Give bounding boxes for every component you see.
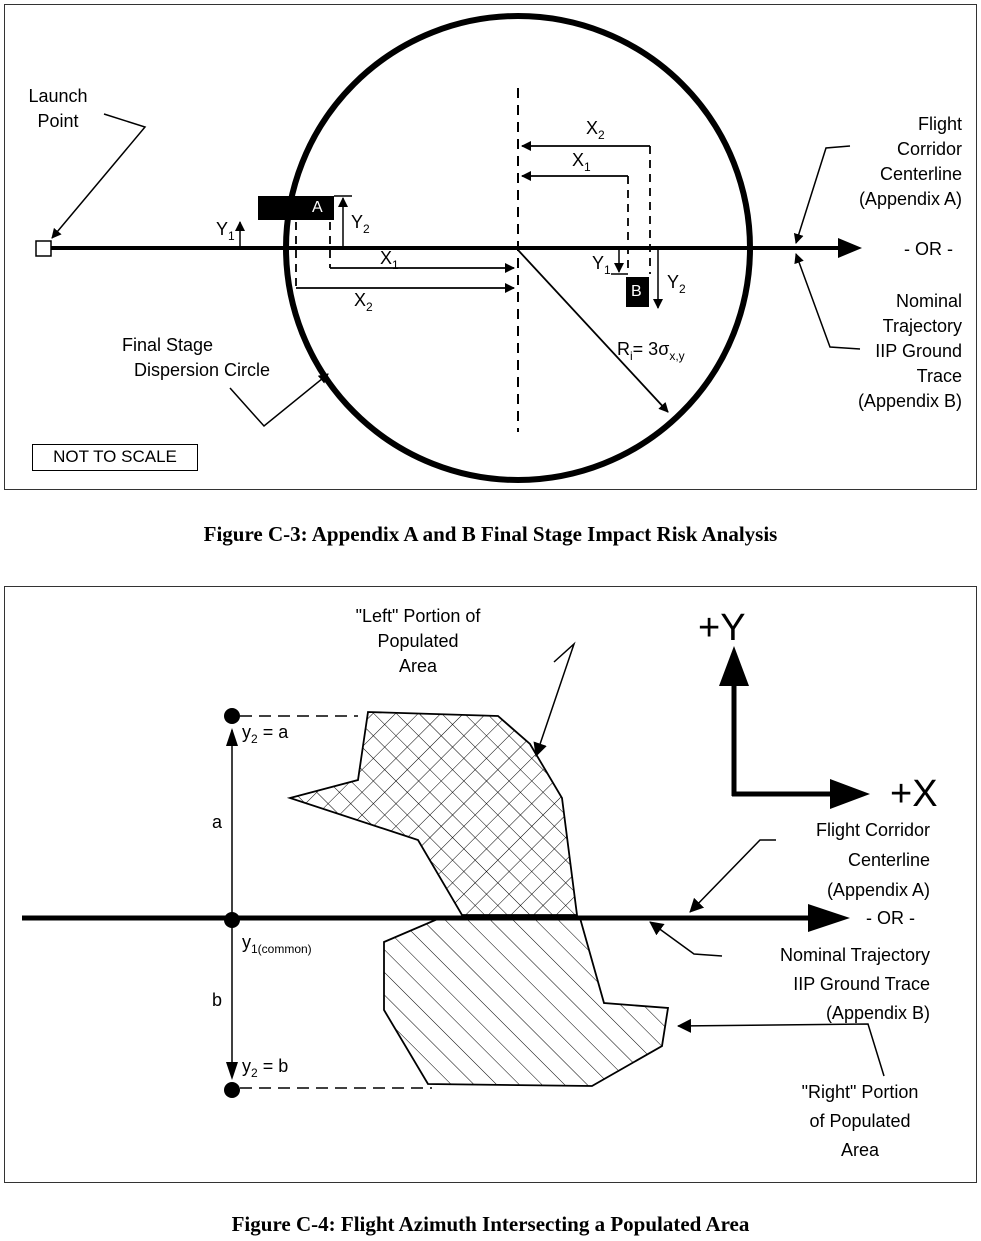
y1-common-dot	[224, 912, 240, 928]
area-b-label: B	[631, 283, 642, 300]
a-y1-label: Y1	[216, 219, 235, 243]
a-distance-label: a	[212, 812, 223, 832]
area-a-label: A	[312, 199, 323, 216]
b-distance-label: b	[212, 990, 223, 1010]
y2-b-label: y2 = b	[242, 1056, 289, 1080]
y2a-dot	[224, 708, 240, 724]
launch-pointer	[51, 113, 147, 239]
right-portion-label: "Right" Portion of Populated Area	[801, 1082, 919, 1160]
a-x1-label: X1	[380, 248, 399, 272]
area-a-box	[258, 196, 334, 220]
c3-nominal-label: Nominal Trajectory IIP Ground Trace (Appen…	[857, 291, 962, 411]
left-portion-label: "Left" Portion of Populated Area	[355, 606, 481, 676]
area-b-box	[626, 277, 649, 307]
plus-x-label: +X	[890, 773, 938, 815]
radius-arrow	[517, 249, 669, 413]
figure-c3-frame	[4, 4, 977, 490]
c4-nominal-label: Nominal Trajectory IIP Ground Trace (Appen…	[779, 945, 930, 1023]
c4-centerline-label: Flight Corridor Centerline (Appendix A)	[815, 820, 930, 900]
figure-c3-caption: Figure C-3: Appendix A and B Final Stage…	[203, 522, 778, 546]
c3-centerline-label: Flight Corridor Centerline (Appendix A)	[858, 114, 962, 209]
plus-y-label: +Y	[698, 607, 746, 649]
centerline-pointer	[793, 145, 851, 244]
dispersion-pointer	[229, 373, 329, 428]
left-populated-area	[286, 711, 579, 916]
b-x2-label: X2	[586, 118, 605, 142]
y2b-dot	[224, 1082, 240, 1098]
c3-axis-arrowhead	[838, 238, 862, 258]
b-y1-label: Y1	[592, 253, 611, 277]
launch-point-marker	[35, 240, 52, 257]
a-y2-label: Y2	[351, 212, 370, 236]
launch-point-label: Launch Point	[28, 86, 88, 131]
c4-axis-arrowhead	[808, 904, 850, 932]
figure-c4-frame	[4, 586, 977, 1183]
a-x2-label: X2	[354, 290, 373, 314]
c4-or-label: - OR -	[866, 908, 915, 928]
not-to-scale-label: NOT TO SCALE	[32, 444, 198, 471]
b-x1-label: X1	[572, 150, 591, 174]
plus-y-arrowhead	[719, 646, 749, 686]
y1-common-label: y1(common)	[242, 932, 312, 956]
plus-x-arrowhead	[830, 779, 870, 809]
nominal-pointer	[794, 253, 861, 350]
b-y2-label: Y2	[667, 272, 686, 296]
radius-label: Ri= 3σx,y	[617, 339, 685, 363]
c3-or-label: - OR -	[904, 239, 953, 259]
dispersion-label: Final Stage Dispersion Circle	[122, 335, 271, 380]
y2-a-label: y2 = a	[242, 722, 289, 746]
figure-c4-caption: Figure C-4: Flight Azimuth Intersecting …	[231, 1212, 750, 1236]
